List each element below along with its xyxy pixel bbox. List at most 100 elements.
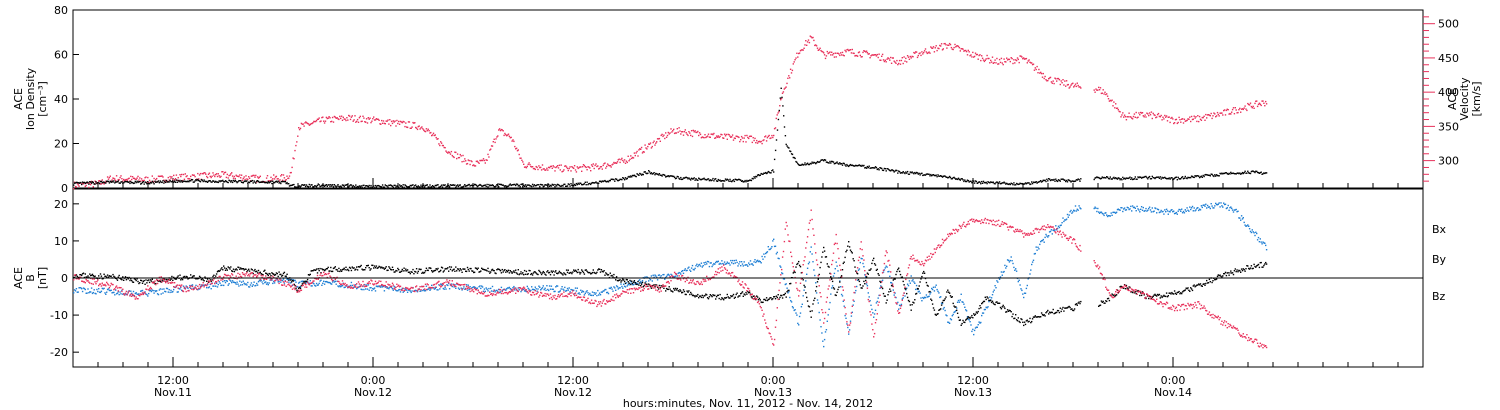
data-point <box>337 285 339 287</box>
data-point <box>867 292 869 294</box>
data-point <box>965 310 968 312</box>
data-point <box>923 174 925 176</box>
data-point <box>759 174 761 176</box>
data-point <box>870 167 872 169</box>
data-point <box>226 181 228 183</box>
data-point <box>709 136 711 138</box>
data-point <box>698 295 701 297</box>
data-point <box>601 168 603 170</box>
data-point <box>323 185 326 187</box>
data-point <box>646 148 648 150</box>
data-point <box>988 57 990 60</box>
data-point <box>773 296 775 298</box>
data-point <box>486 270 488 272</box>
data-point <box>794 271 796 274</box>
data-point <box>252 174 254 177</box>
data-point <box>256 284 259 286</box>
data-point <box>333 281 336 283</box>
data-point <box>787 146 789 149</box>
data-point <box>1078 178 1080 181</box>
field-tick-label: -20 <box>50 346 68 359</box>
data-point <box>1059 180 1061 182</box>
data-point <box>456 270 458 272</box>
data-point <box>932 174 935 176</box>
data-point <box>858 164 861 166</box>
data-point <box>763 253 765 255</box>
data-point <box>331 283 333 285</box>
data-point <box>931 287 933 290</box>
data-point <box>1156 113 1159 116</box>
data-point <box>398 120 400 123</box>
data-point <box>330 121 332 123</box>
data-point <box>1261 243 1263 245</box>
data-point <box>1148 112 1151 114</box>
data-point <box>182 173 185 176</box>
data-point <box>507 287 510 289</box>
data-point <box>603 270 605 272</box>
data-point <box>999 61 1002 64</box>
data-point <box>644 282 646 284</box>
data-point <box>753 139 755 142</box>
data-point <box>673 289 676 291</box>
data-point <box>764 136 766 138</box>
data-point <box>555 184 557 186</box>
data-point <box>1072 211 1074 213</box>
data-point <box>526 184 528 186</box>
data-point <box>135 279 137 282</box>
data-point <box>1106 176 1109 178</box>
data-point <box>1182 122 1185 124</box>
data-point <box>791 306 794 308</box>
data-point <box>616 286 619 288</box>
data-point <box>155 290 157 293</box>
data-point <box>660 174 662 176</box>
data-point <box>893 60 895 62</box>
data-point <box>415 268 418 270</box>
data-point <box>747 265 749 267</box>
data-point <box>886 266 888 268</box>
data-point <box>905 57 907 60</box>
data-point <box>863 266 865 268</box>
data-point <box>164 290 166 293</box>
data-point <box>693 295 695 297</box>
data-point <box>144 283 146 285</box>
data-point <box>706 135 709 137</box>
data-point <box>90 182 93 184</box>
data-point <box>313 283 315 285</box>
data-point <box>573 167 575 169</box>
data-point <box>779 265 781 267</box>
data-point <box>737 136 739 138</box>
data-point <box>301 184 303 186</box>
data-point <box>1048 235 1050 237</box>
data-point <box>492 184 494 187</box>
data-point <box>990 61 993 63</box>
data-point <box>840 286 842 288</box>
data-point <box>578 166 580 169</box>
data-point <box>1261 173 1263 175</box>
data-point <box>840 52 842 54</box>
data-point <box>424 290 427 292</box>
data-point <box>348 115 351 117</box>
data-point <box>692 129 694 132</box>
data-point <box>247 281 249 284</box>
data-point <box>669 132 671 134</box>
data-point <box>385 286 387 288</box>
data-point <box>414 122 416 124</box>
data-point <box>603 290 605 292</box>
data-point <box>868 296 870 298</box>
data-point <box>1098 86 1100 89</box>
data-point <box>681 178 684 180</box>
data-point <box>813 39 815 42</box>
data-point <box>975 180 978 183</box>
data-point <box>115 289 117 291</box>
data-point <box>401 268 403 271</box>
data-point <box>915 284 918 287</box>
data-point <box>1110 100 1112 102</box>
data-point <box>758 174 761 177</box>
data-point <box>220 284 222 287</box>
data-point <box>1009 60 1011 63</box>
data-point <box>1234 173 1236 175</box>
data-point <box>752 264 754 266</box>
data-point <box>629 176 631 178</box>
data-point <box>457 268 460 270</box>
data-point <box>1223 203 1226 206</box>
